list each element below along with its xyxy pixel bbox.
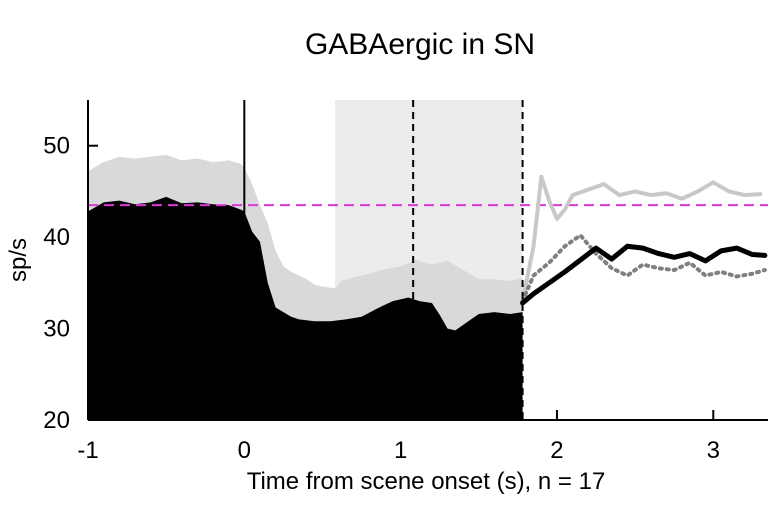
axes-layer: 20 30 40 50 -1 0 1 2 3	[43, 100, 768, 464]
x-tick-label-neg1: -1	[77, 437, 98, 464]
x-axis-label: Time from scene onset (s), n = 17	[247, 468, 606, 495]
x-tick-label-2: 2	[550, 437, 563, 464]
y-tick-label-30: 30	[43, 316, 70, 343]
dotted-gray-line	[520, 233, 767, 304]
chart-title: GABAergic in SN	[305, 28, 535, 61]
y-tick-label-20: 20	[43, 407, 70, 434]
y-tick-label-50: 50	[43, 133, 70, 160]
x-tick-label-0: 0	[238, 437, 251, 464]
y-axis-label: sp/s	[5, 238, 32, 282]
x-tick-label-1: 1	[394, 437, 407, 464]
x-tick-label-3: 3	[707, 437, 720, 464]
plot-layer	[88, 100, 768, 421]
y-tick-label-40: 40	[43, 224, 70, 251]
light-gray-line	[520, 174, 763, 304]
black-line	[520, 243, 768, 306]
